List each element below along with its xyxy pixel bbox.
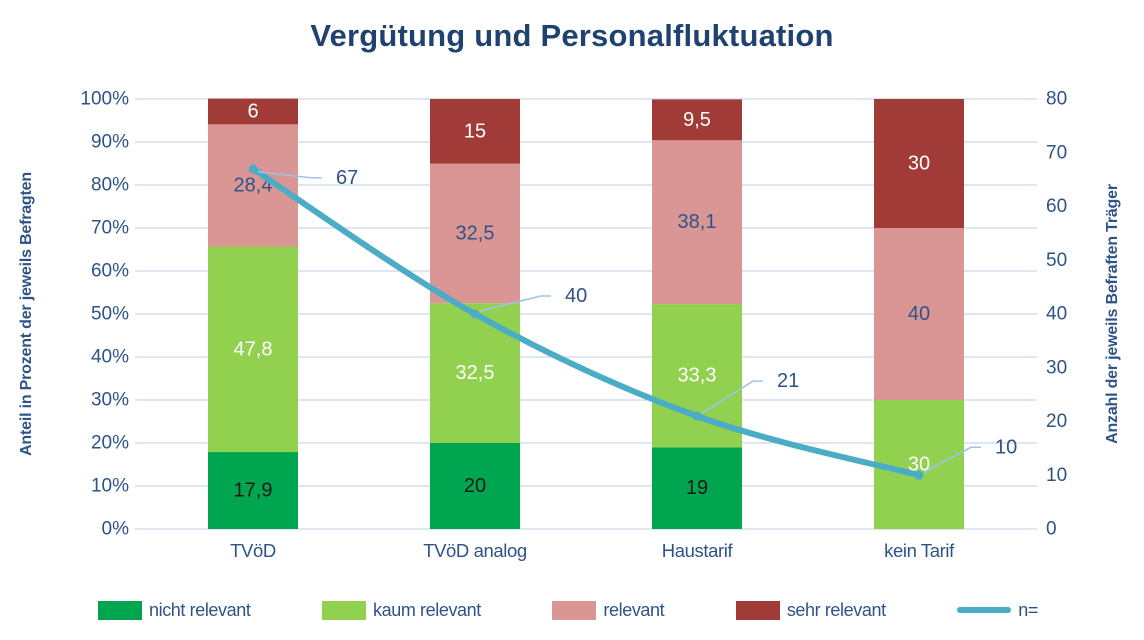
n-line-marker: [248, 164, 258, 174]
n-line-marker: [914, 470, 924, 480]
left-axis-tick-label: 90%: [91, 132, 129, 153]
bar-segment-nicht-relevant: [430, 443, 520, 529]
legend-label: n=: [1018, 599, 1038, 620]
right-axis-tick-label: 30: [1046, 357, 1067, 378]
bar-segment-sehr-relevant: [652, 99, 742, 141]
bar-segment-relevant: [208, 124, 298, 247]
bar-value-label: 20: [464, 475, 486, 497]
category-label: kein Tarif: [884, 540, 955, 561]
n-value-callout: 21: [777, 370, 799, 392]
left-axis-tick-label: 50%: [91, 304, 129, 325]
bar-segment-kaum-relevant: [874, 400, 964, 529]
bar-value-label: 30: [908, 153, 930, 175]
bar-segment-relevant: [430, 163, 520, 304]
left-axis-tick-label: 40%: [91, 347, 129, 368]
chart-title: Vergütung und Personalfluktuation: [310, 18, 834, 53]
left-axis-tick-label: 80%: [91, 175, 129, 196]
left-axis-tick-label: 0%: [102, 519, 130, 540]
bar-segment-kaum-relevant: [208, 246, 298, 453]
bar-segment-sehr-relevant: [430, 99, 520, 164]
right-axis-tick-label: 0: [1046, 519, 1057, 540]
left-axis-tick-label: 70%: [91, 218, 129, 239]
left-axis-tick-label: 100%: [80, 89, 129, 110]
right-axis-tick-label: 80: [1046, 89, 1067, 110]
callout-leader-line: [479, 295, 551, 312]
n-value-callout: 67: [336, 167, 358, 189]
n-value-callout: 10: [995, 436, 1017, 458]
bar-segment-nicht-relevant: [652, 447, 742, 529]
legend: nicht relevant kaum relevant relevant sehr …: [98, 592, 1038, 628]
bar-segment-relevant: [874, 228, 964, 400]
category-label: TVöD analog: [423, 540, 527, 561]
bar-value-label: 15: [464, 120, 486, 142]
right-axis-tick-label: 50: [1046, 250, 1067, 271]
left-axis-tick-label: 20%: [91, 433, 129, 454]
bar-value-label: 33,3: [678, 365, 717, 387]
n-line-marker: [692, 411, 702, 421]
callout-leader-line: [257, 171, 322, 179]
legend-label: nicht relevant: [149, 599, 251, 620]
bar-segment-relevant: [652, 140, 742, 305]
legend-color-swatch: [322, 600, 367, 620]
n-line-marker: [470, 309, 480, 319]
bar-segment-sehr-relevant: [874, 99, 964, 228]
category-label: TVöD: [230, 540, 276, 561]
bar-value-label: 40: [908, 303, 930, 325]
category-label: Haustarif: [662, 540, 734, 561]
legend-item-sehr-relevant: sehr relevant: [735, 599, 886, 621]
callout-leader-line: [701, 380, 763, 414]
bar-value-label: 32,5: [456, 222, 495, 244]
bar-segment-sehr-relevant: [208, 98, 298, 125]
legend-color-swatch: [98, 600, 142, 620]
bar-segment-kaum-relevant: [430, 303, 520, 443]
left-axis-tick-label: 60%: [91, 261, 129, 282]
legend-item-nicht-relevant: nicht relevant: [98, 599, 251, 621]
bar-value-label: 19: [686, 477, 708, 499]
bar-value-label: 9,5: [683, 109, 711, 131]
left-axis-tick-label: 30%: [91, 390, 129, 411]
callout-leader-line: [923, 446, 981, 473]
bar-value-label: 47,8: [234, 338, 273, 360]
bar-segment-nicht-relevant: [208, 452, 298, 529]
right-axis-tick-label: 10: [1046, 465, 1067, 486]
legend-item-kaum-relevant: kaum relevant: [322, 600, 481, 621]
legend-label: relevant: [603, 599, 665, 620]
n-line: [250, 165, 922, 479]
bar-value-label: 38,1: [678, 211, 717, 233]
bar-value-label: 17,9: [234, 480, 273, 502]
bar-value-label: 28,4: [234, 174, 273, 196]
bar-value-label: 32,5: [456, 362, 495, 384]
n-value-callout: 40: [565, 285, 587, 307]
right-axis-tick-label: 70: [1046, 142, 1067, 163]
right-axis-tick-label: 60: [1046, 196, 1067, 217]
legend-item-n: n=: [957, 600, 1038, 621]
legend-label: kaum relevant: [373, 599, 481, 620]
legend-color-swatch: [735, 600, 780, 620]
right-axis-tick-label: 40: [1046, 304, 1067, 325]
legend-line-swatch: [957, 607, 1012, 613]
bar-value-label: 30: [908, 454, 930, 476]
legend-label: sehr relevant: [786, 599, 886, 620]
right-axis-tick-label: 20: [1046, 411, 1067, 432]
bar-value-label: 6: [247, 100, 258, 122]
left-axis-tick-label: 10%: [91, 476, 129, 497]
legend-color-swatch: [552, 600, 597, 620]
legend-item-relevant: relevant: [552, 599, 665, 621]
